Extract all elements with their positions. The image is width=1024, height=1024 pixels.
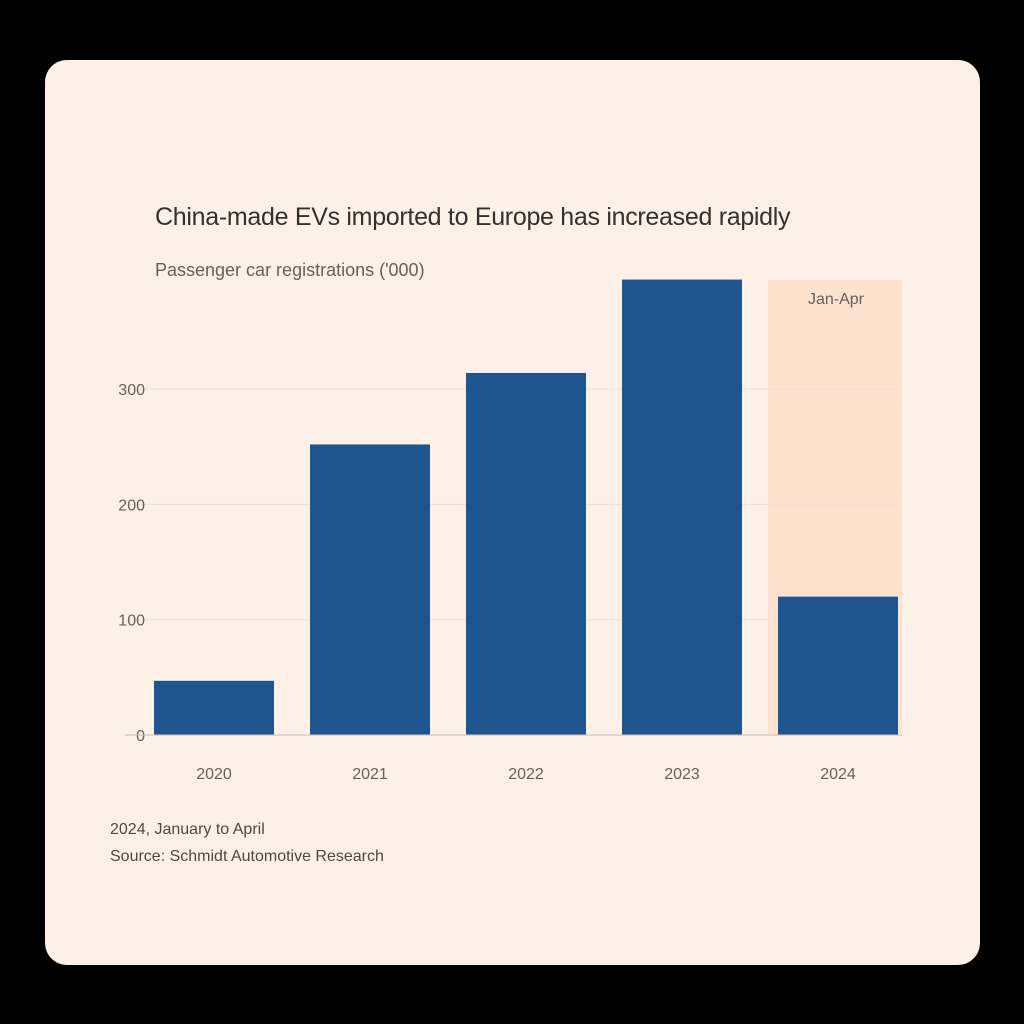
x-tick-label: 2022 bbox=[508, 766, 544, 783]
x-tick-label: 2021 bbox=[352, 766, 388, 783]
x-tick-label: 2023 bbox=[664, 766, 700, 783]
highlight-label: Jan-Apr bbox=[808, 291, 865, 308]
y-tick-label: 100 bbox=[118, 613, 145, 630]
chart-subtitle: Passenger car registrations ('000) bbox=[155, 260, 425, 280]
bar-2022 bbox=[466, 372, 586, 735]
bar-2020 bbox=[154, 680, 274, 735]
bar-2023 bbox=[622, 279, 742, 735]
y-tick-label: 300 bbox=[118, 382, 145, 399]
y-tick-label: 200 bbox=[118, 497, 145, 514]
x-tick-label: 2020 bbox=[196, 766, 232, 783]
x-tick-label: 2024 bbox=[820, 766, 856, 783]
source-note: Source: Schmidt Automotive Research bbox=[110, 848, 384, 865]
bar-2024 bbox=[778, 596, 898, 735]
chart-title: China-made EVs imported to Europe has in… bbox=[155, 203, 791, 231]
y-tick-label: 0 bbox=[136, 728, 145, 745]
footnote: 2024, January to April bbox=[110, 821, 265, 838]
bar-2021 bbox=[310, 444, 430, 735]
